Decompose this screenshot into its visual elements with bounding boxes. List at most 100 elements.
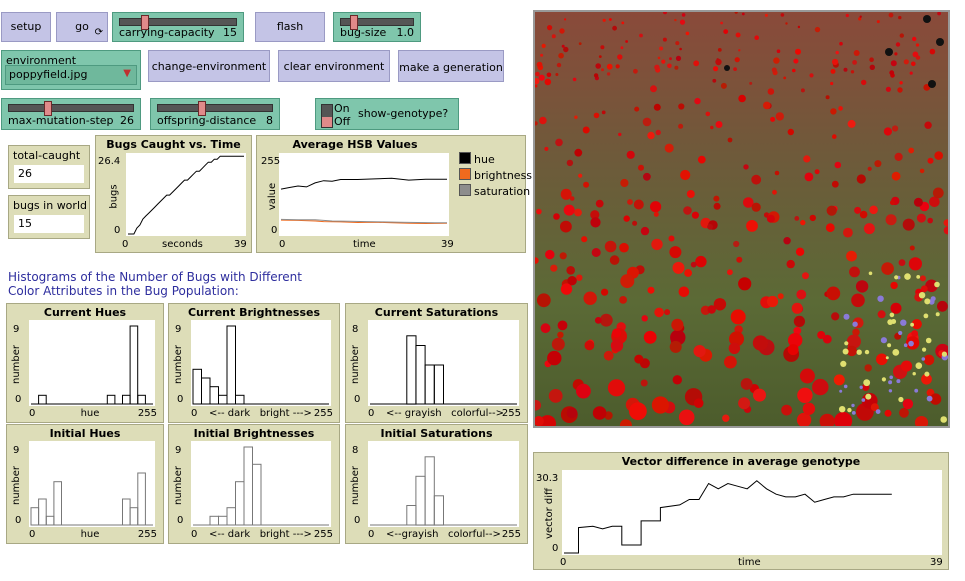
poppy-flower — [749, 81, 753, 85]
poppy-flower — [895, 42, 901, 47]
poppy-flower — [547, 350, 562, 366]
slider-thumb[interactable] — [141, 15, 150, 30]
poppy-flower — [633, 199, 644, 210]
poppy-flower — [723, 29, 729, 34]
xmax-label: 255 — [313, 529, 333, 540]
histogram-bar — [129, 507, 139, 526]
wildflower — [851, 411, 856, 415]
environment-chooser[interactable]: environment poppyfield.jpg ▼ — [1, 50, 141, 90]
poppy-flower — [834, 161, 842, 169]
current-hues-histogram: Current Hues 9 0 number 0 255 hue — [6, 303, 164, 423]
poppy-flower — [869, 57, 874, 62]
poppy-flower — [903, 59, 909, 65]
xmax-label: 255 — [137, 529, 157, 540]
wildflower — [856, 349, 862, 355]
ymin-label: 0 — [114, 225, 121, 236]
poppy-flower — [693, 345, 706, 358]
plot-title: Current Hues — [43, 306, 127, 319]
setup-button[interactable]: setup — [1, 12, 51, 42]
poppy-flower — [855, 280, 869, 293]
poppy-flower — [754, 35, 759, 40]
plot-title: Average HSB Values — [292, 138, 418, 151]
change-environment-button[interactable]: change-environment — [148, 50, 270, 82]
show-genotype-switch[interactable]: On Off show-genotype? — [315, 98, 459, 130]
poppy-flower — [734, 57, 740, 63]
poppy-flower — [919, 275, 926, 282]
poppy-flower — [924, 121, 932, 129]
switch-track[interactable] — [321, 104, 333, 128]
go-button[interactable]: go ⟳ — [56, 12, 108, 42]
carrying-capacity-slider[interactable]: carrying-capacity 15 — [112, 12, 244, 42]
poppy-flower — [800, 88, 805, 93]
poppy-flower — [735, 32, 741, 38]
poppy-flower — [921, 373, 932, 385]
world-view[interactable] — [533, 10, 950, 428]
poppy-flower — [902, 218, 915, 231]
poppy-flower — [830, 108, 837, 115]
switch-knob[interactable] — [322, 117, 332, 127]
poppy-flower — [724, 355, 737, 369]
poppy-flower — [915, 55, 921, 60]
total-caught-monitor: total-caught 26 — [8, 145, 90, 189]
histogram-bar — [192, 368, 202, 405]
poppy-flower — [839, 41, 843, 46]
poppy-flower — [647, 131, 655, 140]
poppy-flower — [619, 242, 629, 253]
series-line-brightness — [280, 219, 448, 225]
poppy-flower — [776, 49, 781, 53]
plot-svg — [31, 325, 153, 405]
histogram-bar — [415, 345, 426, 405]
slider-thumb[interactable] — [44, 101, 52, 116]
poppy-flower — [791, 302, 803, 314]
poppy-flower — [566, 266, 575, 275]
slider-track[interactable] — [340, 18, 414, 26]
clear-environment-button[interactable]: clear environment — [278, 50, 390, 82]
legend-swatch — [459, 152, 471, 164]
poppy-flower — [678, 123, 684, 129]
poppy-flower — [653, 103, 661, 111]
poppy-flower — [743, 164, 749, 170]
histogram-bar — [53, 481, 62, 526]
slider-thumb[interactable] — [350, 15, 359, 30]
poppy-flower — [923, 354, 935, 366]
poppy-flower — [932, 187, 944, 199]
wildflower — [851, 403, 855, 408]
bug-size-slider[interactable]: bug-size 1.0 — [333, 12, 421, 42]
monitor-label: total-caught — [13, 149, 81, 162]
poppy-flower — [678, 409, 695, 426]
wildflower — [842, 348, 849, 355]
poppy-flower — [557, 320, 568, 331]
poppy-flower — [607, 379, 626, 397]
slider-thumb[interactable] — [197, 101, 206, 116]
poppy-flower — [643, 172, 651, 181]
poppy-flower — [902, 398, 914, 410]
slider-track[interactable] — [119, 18, 237, 26]
poppy-flower — [838, 106, 843, 111]
poppy-flower — [869, 205, 878, 215]
flash-button[interactable]: flash — [255, 12, 325, 42]
poppy-flower — [890, 281, 898, 290]
wildflower — [898, 396, 904, 403]
chevron-down-icon: ▼ — [123, 68, 131, 79]
poppy-flower — [740, 378, 753, 390]
slider-value: 8 — [266, 114, 273, 127]
plot-area — [29, 441, 155, 527]
poppy-flower — [601, 68, 604, 72]
ylabel: vector diff — [543, 488, 555, 539]
poppy-flower — [898, 259, 906, 266]
make-generation-button[interactable]: make a generation — [398, 50, 504, 82]
poppy-flower — [671, 318, 684, 331]
max-mutation-step-slider[interactable]: max-mutation-step 26 — [1, 98, 141, 130]
go-label: go — [75, 20, 89, 33]
poppy-flower — [825, 95, 830, 100]
poppy-flower — [876, 353, 888, 366]
ylabel: number — [11, 344, 23, 385]
poppy-flower — [679, 19, 686, 25]
chooser-select[interactable]: poppyfield.jpg ▼ — [5, 65, 137, 85]
slider-value: 15 — [223, 26, 237, 39]
histogram-bar — [122, 498, 131, 526]
slider-track[interactable] — [8, 104, 134, 112]
slider-track[interactable] — [157, 104, 273, 112]
offspring-distance-slider[interactable]: offspring-distance 8 — [150, 98, 280, 130]
ylabel: number — [173, 344, 185, 385]
